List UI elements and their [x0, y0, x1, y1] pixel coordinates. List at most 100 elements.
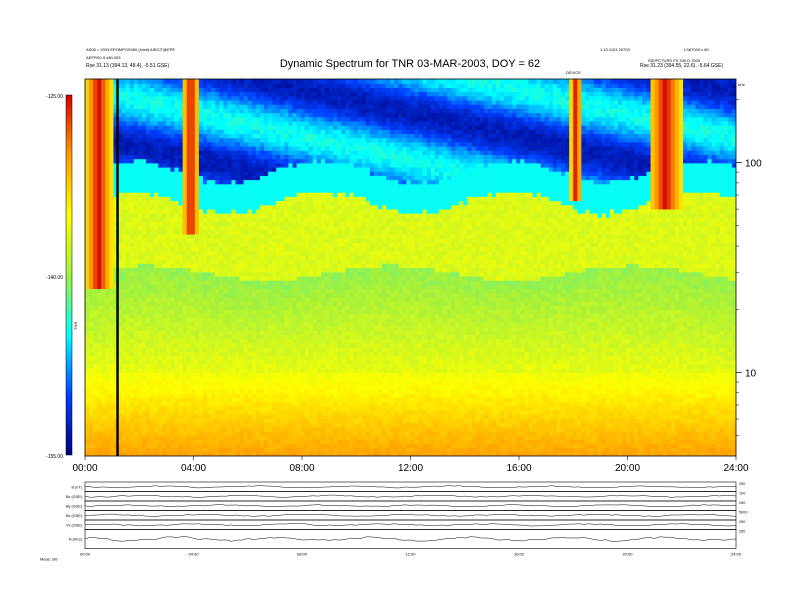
spectrogram-cell	[166, 150, 172, 155]
spectrogram-cell	[186, 359, 192, 365]
spectrogram-cell	[166, 355, 172, 361]
spectrogram-cell	[280, 108, 285, 114]
spectrogram-cell	[150, 380, 155, 386]
spectrogram-cell	[292, 301, 298, 306]
spectrogram-cell	[186, 158, 192, 164]
spectrogram-cell	[259, 225, 265, 231]
spectrogram-cell	[113, 342, 119, 348]
spectrogram-cell	[211, 154, 216, 160]
spectrogram-cell	[300, 204, 306, 210]
spectrogram-cell	[105, 225, 111, 231]
colorbar	[65, 94, 73, 456]
spectrogram-cell	[202, 401, 208, 407]
spectrogram-cell	[207, 162, 212, 168]
spectrogram-cell	[89, 108, 94, 114]
spectrogram-cell	[251, 242, 257, 248]
spectrogram-cell	[223, 108, 229, 114]
spectrogram-cell	[231, 418, 237, 424]
spectrogram-cell	[186, 380, 192, 386]
spectrogram-cell	[280, 439, 285, 445]
spectrogram-cell	[280, 192, 285, 197]
spectrogram-cell	[113, 355, 119, 361]
spectrogram-cell	[243, 183, 249, 189]
spectrogram-cell	[109, 87, 115, 93]
spectrogram-cell	[121, 280, 127, 285]
spectrogram-cell	[85, 154, 90, 160]
spectrogram-cell	[150, 146, 155, 151]
spectrogram-cell	[288, 150, 294, 155]
spectrogram-cell	[166, 393, 172, 398]
spectrogram-cell	[85, 301, 90, 306]
spectrogram-cell	[125, 284, 131, 290]
spectrogram-cell	[296, 397, 302, 403]
spectrogram-cell	[109, 380, 115, 386]
spectrogram-cell	[93, 342, 98, 348]
spectrogram-cell	[137, 196, 143, 202]
spectrogram-cell	[166, 196, 172, 202]
spectrogram-cell	[109, 200, 115, 206]
spectrogram-cell	[121, 435, 127, 440]
spectrogram-cell	[158, 141, 163, 147]
spectrogram-cell	[117, 104, 123, 109]
spectrogram-cell	[231, 204, 237, 210]
header-left-line1: AS08 = 2003 EPOMPOS080 (Ivicit) AIRCIT@E…	[86, 47, 176, 52]
spectrogram-cell	[158, 275, 163, 281]
spectrogram-cell	[105, 275, 111, 281]
spectrogram-cell	[121, 418, 127, 424]
spectrogram-cell	[231, 196, 237, 202]
spectrogram-cell	[93, 338, 98, 344]
spectrogram-cell	[109, 338, 115, 344]
spectrogram-cell	[101, 301, 106, 306]
spectrogram-cell	[239, 313, 245, 319]
spectrogram-cell	[239, 280, 245, 285]
spectrogram-cell	[284, 326, 290, 331]
spectrogram-cell	[158, 426, 163, 432]
spectrogram-cell	[259, 187, 265, 193]
spectrogram-cell	[190, 242, 196, 248]
spectrogram-cell	[97, 414, 102, 419]
spectrogram-cell	[154, 158, 159, 164]
spectrogram-cell	[133, 204, 139, 210]
spectrogram-cell	[264, 204, 269, 210]
spectrogram-cell	[121, 430, 127, 436]
spectrogram-cell	[223, 321, 229, 327]
spectrogram-cell	[227, 380, 233, 386]
spectrogram-cell	[146, 254, 151, 260]
spectrogram-cell	[194, 405, 200, 411]
spectrogram-cell	[150, 129, 155, 135]
spectrogram-cell	[215, 447, 220, 453]
spectrogram-cell	[296, 137, 302, 143]
spectrogram-cell	[133, 141, 139, 147]
spectrogram-cell	[215, 288, 220, 294]
spectrogram-cell	[178, 267, 184, 273]
spectrogram-cell	[235, 137, 241, 143]
spectrogram-cell	[182, 296, 188, 302]
spectrogram-cell	[259, 393, 265, 398]
spectrogram-cell	[121, 267, 127, 273]
spectrogram-cell	[121, 79, 127, 84]
spectrogram-cell	[109, 271, 115, 277]
spectrogram-cell	[109, 221, 115, 227]
spectrogram-cell	[129, 271, 135, 277]
spectrogram-cell	[125, 259, 131, 264]
spectrogram-cell	[190, 112, 196, 118]
spectrogram-cell	[150, 233, 155, 239]
spectrogram-cell	[194, 317, 200, 323]
spectrogram-cell	[243, 87, 249, 93]
spectrogram-cell	[85, 426, 90, 432]
spectrogram-cell	[150, 359, 155, 365]
spectrogram-cell	[304, 347, 310, 352]
spectrogram-cell	[129, 443, 135, 449]
spectrogram-cell	[133, 405, 139, 411]
spectrogram-cell	[300, 150, 306, 155]
spectrogram-cell	[247, 225, 253, 231]
spectrogram-cell	[125, 351, 131, 357]
spectrogram-cell	[166, 422, 172, 428]
spectrogram-cell	[219, 91, 224, 97]
spectrogram-cell	[304, 196, 310, 202]
spectrogram-cell	[284, 347, 290, 352]
spectrogram-cell	[304, 254, 310, 260]
spectrogram-cell	[174, 296, 180, 302]
spectrogram-cell	[227, 342, 233, 348]
spectrogram-cell	[89, 104, 94, 109]
